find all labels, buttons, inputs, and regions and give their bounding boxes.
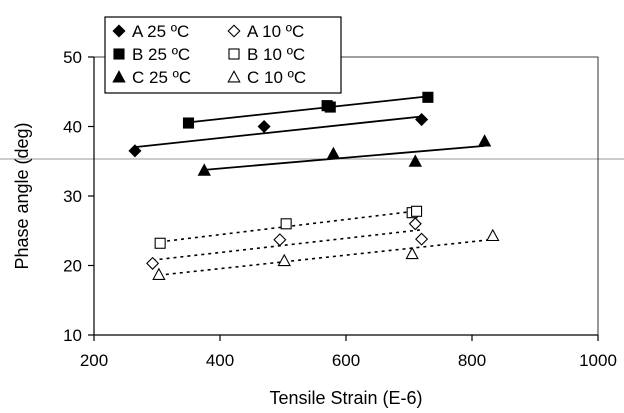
data-point xyxy=(152,267,166,280)
data-point xyxy=(128,144,142,158)
data-point xyxy=(154,237,166,249)
legend-marker xyxy=(113,48,125,60)
x-tick-label: 200 xyxy=(80,351,108,370)
trend-line-5 xyxy=(158,238,493,276)
data-point xyxy=(197,163,211,176)
legend-marker xyxy=(227,24,241,38)
y-tick-label: 30 xyxy=(63,187,82,206)
trend-line-2 xyxy=(188,95,428,124)
data-point xyxy=(477,134,492,147)
data-point xyxy=(408,217,422,231)
trend-lines xyxy=(134,95,493,276)
data-point xyxy=(146,256,160,270)
y-axis-title: Phase angle (deg) xyxy=(12,122,32,269)
data-point xyxy=(324,101,336,113)
data-point xyxy=(408,154,422,167)
x-tick-label: 600 xyxy=(332,351,360,370)
y-tick-label: 50 xyxy=(63,48,82,67)
y-ticks: 10 20 30 40 50 xyxy=(63,48,94,345)
legend-label: A 25 ºC xyxy=(132,22,189,41)
data-point xyxy=(486,228,500,242)
data-point xyxy=(422,91,434,103)
legend-label: B 25 ºC xyxy=(132,45,190,64)
legend-marker xyxy=(227,70,241,83)
trend-line-4 xyxy=(204,144,485,171)
plot-frame xyxy=(94,56,599,335)
trend-line-3 xyxy=(160,210,417,243)
x-axis-title: Tensile Strain (E-6) xyxy=(269,388,422,408)
legend-label: C 10 ºC xyxy=(247,68,306,87)
legend-box xyxy=(104,16,342,94)
legend-marker xyxy=(112,24,126,38)
data-point xyxy=(326,146,341,160)
legend-label: C 25 ºC xyxy=(132,68,191,87)
trend-line-1 xyxy=(152,228,422,261)
y-tick-label: 20 xyxy=(63,257,82,276)
data-point xyxy=(277,253,291,267)
data-point xyxy=(415,113,429,127)
legend-marker xyxy=(228,48,240,60)
data-point xyxy=(257,119,271,134)
data-markers xyxy=(128,91,500,280)
legend-label: A 10 ºC xyxy=(247,22,304,41)
data-point xyxy=(280,218,292,230)
trend-line-0 xyxy=(134,115,422,148)
x-ticks: 200 400 600 800 1000 xyxy=(80,335,617,370)
y-tick-label: 10 xyxy=(63,326,82,345)
x-tick-label: 1000 xyxy=(579,351,617,370)
data-point xyxy=(273,233,287,247)
data-point xyxy=(182,117,195,129)
data-point xyxy=(405,246,419,260)
x-tick-label: 400 xyxy=(206,351,234,370)
legend: A 25 ºC A 10 ºC B 25 ºC B 10 ºC C 25 ºC C 10 … xyxy=(112,22,306,87)
data-point xyxy=(415,232,429,246)
legend-marker xyxy=(112,70,126,83)
y-tick-label: 40 xyxy=(63,118,82,137)
legend-label: B 10 ºC xyxy=(247,45,305,64)
x-tick-label: 800 xyxy=(458,351,486,370)
data-point xyxy=(411,205,423,217)
